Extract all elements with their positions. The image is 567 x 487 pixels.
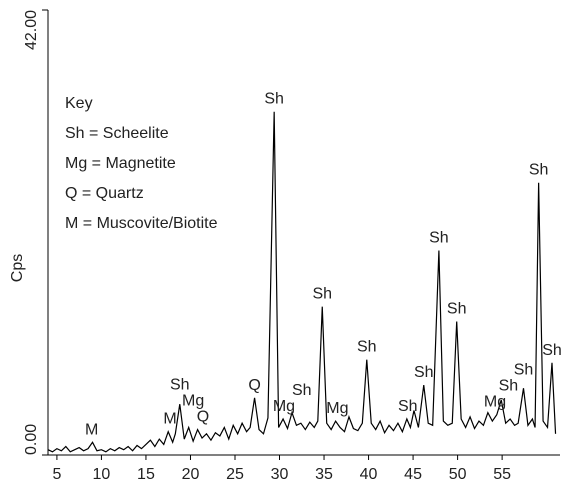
y-tick-label: 0.00 [23,424,40,455]
y-axis-label: Cps [9,254,26,282]
peak-label: Q [248,377,260,394]
x-tick-label: 45 [404,466,422,483]
y-tick-label: 42.00 [23,10,40,50]
peak-label: Sh [312,286,332,303]
peak-label: Sh [414,364,434,381]
peak-label: Sh [499,378,519,395]
peak-label: Mg [273,398,295,415]
peak-label: Sh [542,342,562,359]
peak-label: M [85,421,98,438]
peak-label: Sh [398,398,418,415]
peak-label: Sh [529,162,549,179]
x-tick-label: 15 [137,466,155,483]
key-title: Key [65,95,93,112]
peak-label: Sh [264,91,284,108]
peak-label: Sh [514,362,534,379]
peak-label: Sh [292,382,312,399]
x-tick-label: 35 [315,466,333,483]
pattern-line [47,111,557,453]
peak-label: Q [197,409,209,426]
x-tick-label: 30 [271,466,289,483]
peak-label: Sh [170,377,190,394]
peak-label: Mg [182,393,204,410]
x-tick-label: 55 [493,466,511,483]
peak-label: M [163,411,176,428]
x-tick-label: 40 [360,466,378,483]
key-entry: Sh = Scheelite [65,125,169,142]
peak-label: Mg [484,394,506,411]
x-tick-label: 10 [93,466,111,483]
peak-label: Sh [357,339,377,356]
x-tick-label: 20 [182,466,200,483]
key-entry: Q = Quartz [65,185,144,202]
x-tick-label: 25 [226,466,244,483]
peak-label: Sh [429,230,449,247]
x-tick-label: 5 [52,466,61,483]
peak-label: Mg [326,400,348,417]
x-tick-label: 50 [449,466,467,483]
key-entry: Mg = Magnetite [65,155,176,172]
peak-label: Sh [447,301,467,318]
key-entry: M = Muscovite/Biotite [65,215,218,232]
